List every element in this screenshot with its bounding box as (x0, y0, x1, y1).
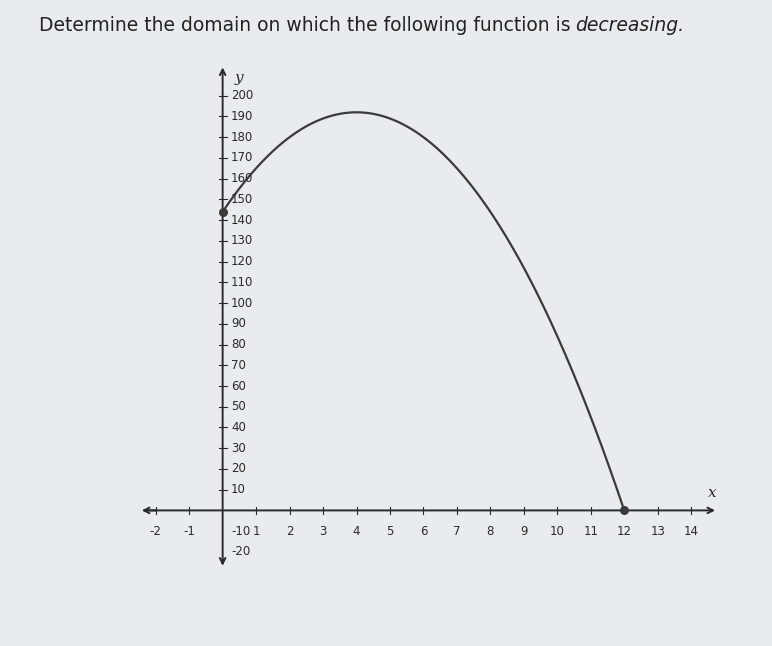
Text: -10: -10 (231, 525, 250, 537)
Text: 90: 90 (231, 317, 245, 330)
Text: 130: 130 (231, 234, 253, 247)
Point (216, 207, 229, 217)
Text: 14: 14 (684, 525, 699, 538)
Text: 150: 150 (231, 193, 253, 206)
Text: 3: 3 (320, 525, 327, 538)
Text: 30: 30 (231, 442, 245, 455)
Text: 80: 80 (231, 338, 245, 351)
Text: 60: 60 (231, 379, 245, 393)
Text: 1: 1 (252, 525, 260, 538)
Text: -2: -2 (150, 525, 161, 538)
Text: 10: 10 (231, 483, 245, 496)
Text: 8: 8 (486, 525, 494, 538)
Text: 9: 9 (520, 525, 527, 538)
Text: 200: 200 (231, 89, 253, 102)
Text: 160: 160 (231, 172, 253, 185)
Text: 13: 13 (650, 525, 665, 538)
Text: -1: -1 (183, 525, 195, 538)
Text: 6: 6 (420, 525, 427, 538)
Text: 110: 110 (231, 276, 253, 289)
Text: 140: 140 (231, 214, 253, 227)
Text: 7: 7 (453, 525, 461, 538)
Text: 190: 190 (231, 110, 253, 123)
Text: -20: -20 (231, 545, 250, 558)
Point (618, 505, 631, 516)
Text: x: x (708, 486, 716, 500)
Text: 12: 12 (617, 525, 631, 538)
Text: decreasing.: decreasing. (575, 16, 684, 35)
Text: 70: 70 (231, 359, 245, 371)
Text: 170: 170 (231, 151, 253, 165)
Text: Determine the domain on which the following function is: Determine the domain on which the follow… (39, 16, 576, 35)
Text: 100: 100 (231, 297, 253, 309)
Text: 4: 4 (353, 525, 361, 538)
Text: 2: 2 (286, 525, 293, 538)
Text: 120: 120 (231, 255, 253, 268)
Text: 5: 5 (386, 525, 394, 538)
Text: 180: 180 (231, 130, 253, 143)
Text: y: y (235, 71, 243, 85)
Text: 50: 50 (231, 401, 245, 413)
Text: 40: 40 (231, 421, 245, 434)
Text: 10: 10 (550, 525, 565, 538)
Text: 20: 20 (231, 463, 245, 475)
Text: 11: 11 (584, 525, 598, 538)
